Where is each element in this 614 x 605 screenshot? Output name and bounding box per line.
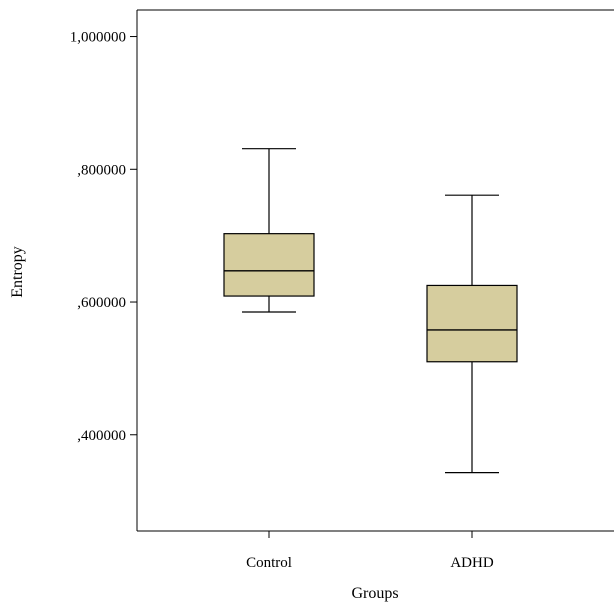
plot-frame (136, 9, 614, 532)
y-tick-label: ,600000 (77, 295, 126, 311)
box-adhd (426, 194, 518, 474)
boxes-group (223, 148, 518, 474)
y-axis-title: Entropy (9, 246, 26, 298)
y-tick-label: ,800000 (77, 162, 126, 178)
x-axis-title: Groups (351, 585, 398, 602)
x-tick-label: ADHD (450, 555, 493, 571)
interquartile-box (426, 284, 518, 363)
interquartile-box (223, 233, 315, 297)
y-tick-label: ,400000 (77, 428, 126, 444)
x-tick-label: Control (246, 555, 292, 571)
box-control (223, 148, 315, 313)
y-axis-ticks: 1,000000 ,800000 ,600000 ,400000 (70, 30, 137, 444)
y-tick-label: 1,000000 (70, 30, 126, 46)
x-axis-ticks: Control ADHD (246, 531, 494, 571)
